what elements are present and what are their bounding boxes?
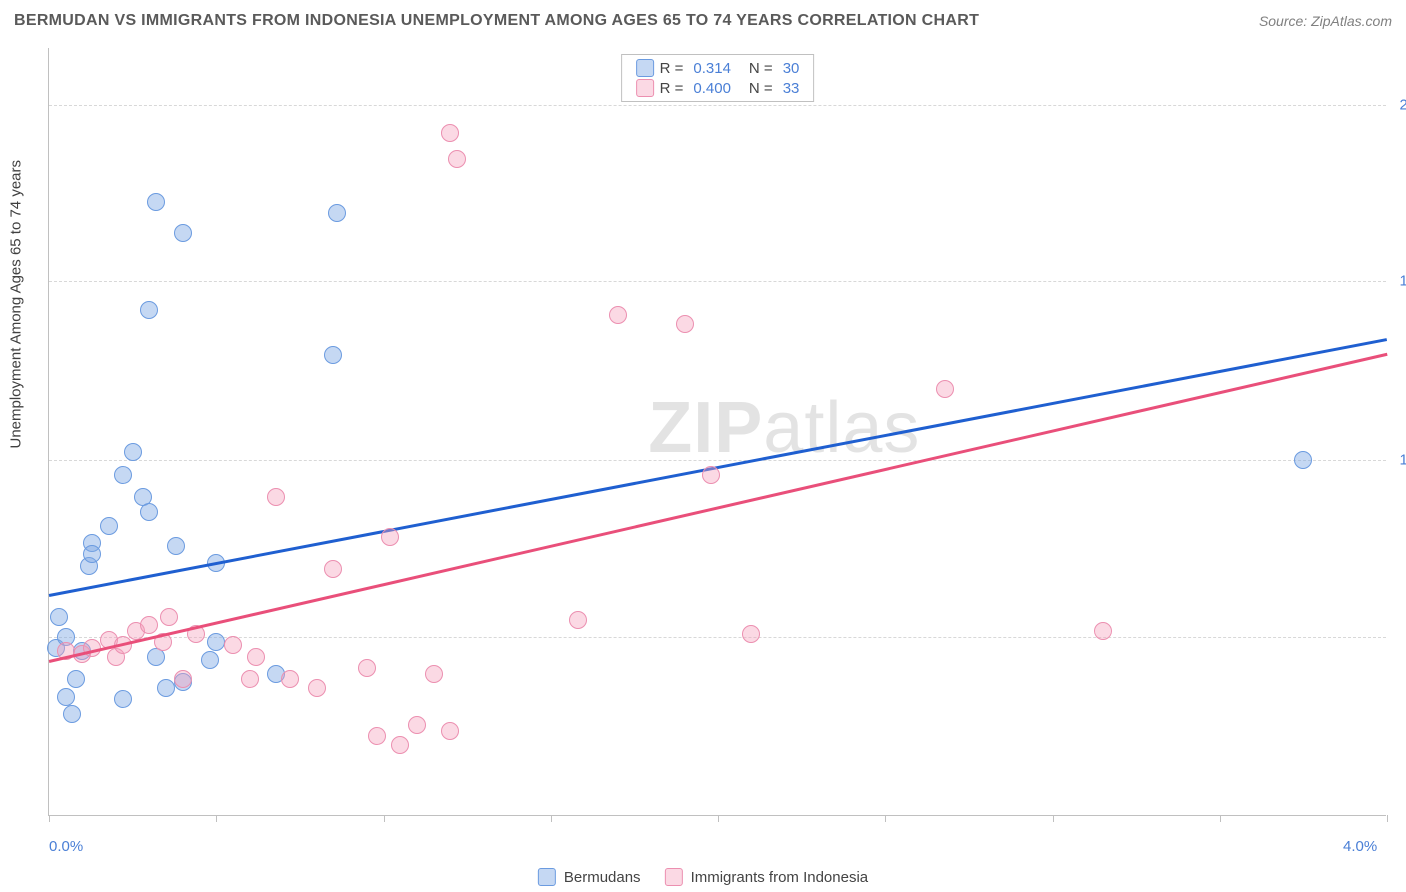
y-tick-label: 25.0% [1390, 96, 1406, 113]
x-tick [1053, 815, 1054, 822]
scatter-point [114, 690, 132, 708]
scatter-point [247, 648, 265, 666]
legend-swatch [538, 868, 556, 886]
scatter-point [936, 380, 954, 398]
scatter-point [1094, 622, 1112, 640]
x-tick-label: 4.0% [1343, 838, 1377, 855]
scatter-point [140, 301, 158, 319]
scatter-point [569, 611, 587, 629]
legend-series-label: Bermudans [564, 869, 641, 886]
legend-correlation-row: R = 0.314 N = 30 [636, 59, 800, 77]
scatter-point [83, 545, 101, 563]
scatter-point [140, 616, 158, 634]
x-tick [384, 815, 385, 822]
title-bar: BERMUDAN VS IMMIGRANTS FROM INDONESIA UN… [14, 12, 1392, 30]
scatter-point [160, 608, 178, 626]
scatter-point [391, 736, 409, 754]
scatter-point [174, 224, 192, 242]
source-attribution: Source: ZipAtlas.com [1259, 13, 1392, 29]
scatter-point [441, 124, 459, 142]
scatter-point [324, 560, 342, 578]
scatter-point [1294, 451, 1312, 469]
scatter-point [742, 625, 760, 643]
scatter-point [201, 651, 219, 669]
x-tick [216, 815, 217, 822]
legend-swatch [665, 868, 683, 886]
scatter-point [167, 537, 185, 555]
scatter-point [448, 150, 466, 168]
x-tick [1220, 815, 1221, 822]
legend-series-item: Immigrants from Indonesia [665, 868, 869, 886]
scatter-point [140, 503, 158, 521]
gridline [49, 460, 1386, 461]
scatter-point [100, 517, 118, 535]
chart-title: BERMUDAN VS IMMIGRANTS FROM INDONESIA UN… [14, 12, 979, 30]
y-tick-label: 6.3% [1390, 628, 1406, 645]
scatter-point [174, 670, 192, 688]
gridline [49, 637, 1386, 638]
y-tick-label: 12.5% [1390, 452, 1406, 469]
scatter-point [368, 727, 386, 745]
legend-r-label: R = [660, 60, 684, 77]
plot-area: ZIPatlas R =0.314N =30R =0.400N =33 6.3%… [48, 48, 1386, 816]
legend-correlation-row: R = 0.400 N = 33 [636, 79, 800, 97]
legend-r-value: 0.400 [693, 80, 731, 97]
scatter-point [124, 443, 142, 461]
y-tick-label: 18.8% [1390, 273, 1406, 290]
legend-swatch [636, 79, 654, 97]
trend-line [49, 338, 1387, 596]
scatter-point [425, 665, 443, 683]
scatter-point [441, 722, 459, 740]
scatter-point [676, 315, 694, 333]
watermark: ZIPatlas [648, 386, 920, 468]
scatter-point [328, 204, 346, 222]
x-tick [885, 815, 886, 822]
scatter-point [207, 633, 225, 651]
scatter-point [358, 659, 376, 677]
legend-r-label: R = [660, 80, 684, 97]
scatter-point [50, 608, 68, 626]
scatter-point [609, 306, 627, 324]
gridline [49, 281, 1386, 282]
scatter-point [308, 679, 326, 697]
x-tick [551, 815, 552, 822]
scatter-point [324, 346, 342, 364]
scatter-point [147, 193, 165, 211]
scatter-point [157, 679, 175, 697]
scatter-point [67, 670, 85, 688]
scatter-point [267, 488, 285, 506]
gridline [49, 105, 1386, 106]
x-tick [49, 815, 50, 822]
legend-n-label: N = [749, 80, 773, 97]
legend-series-item: Bermudans [538, 868, 641, 886]
scatter-point [702, 466, 720, 484]
x-tick [1387, 815, 1388, 822]
trend-line [49, 352, 1388, 662]
legend-correlation: R = 0.314 N = 30 R = 0.400 N = 33 [621, 54, 815, 102]
legend-swatch [636, 59, 654, 77]
scatter-point [114, 466, 132, 484]
scatter-point [381, 528, 399, 546]
legend-n-value: 30 [783, 60, 800, 77]
legend-series-label: Immigrants from Indonesia [691, 869, 869, 886]
scatter-point [408, 716, 426, 734]
legend-series: Bermudans Immigrants from Indonesia [538, 868, 868, 886]
scatter-point [63, 705, 81, 723]
y-axis-label: Unemployment Among Ages 65 to 74 years [8, 160, 25, 449]
x-tick [718, 815, 719, 822]
scatter-point [57, 688, 75, 706]
legend-r-value: 0.314 [693, 60, 731, 77]
scatter-point [224, 636, 242, 654]
scatter-point [281, 670, 299, 688]
x-tick-label: 0.0% [49, 838, 83, 855]
scatter-point [241, 670, 259, 688]
legend-n-label: N = [749, 60, 773, 77]
legend-n-value: 33 [783, 80, 800, 97]
